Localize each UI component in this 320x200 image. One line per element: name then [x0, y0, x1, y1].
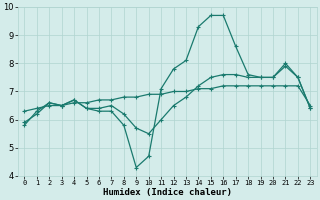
X-axis label: Humidex (Indice chaleur): Humidex (Indice chaleur) [103, 188, 232, 197]
